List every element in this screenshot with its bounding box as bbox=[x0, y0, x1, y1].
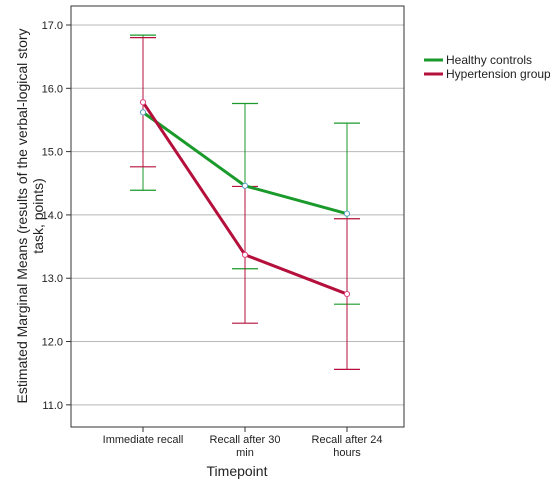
plot-area: 11.0 12.0 13.0 14.0 15.0 16.0 17.0 Immediate re… bbox=[42, 5, 405, 459]
x-tick-label: Recall after 24 hours bbox=[312, 434, 383, 459]
data-point bbox=[139, 109, 147, 116]
data-point bbox=[343, 210, 351, 217]
y-tick-label: 13.0 bbox=[42, 273, 63, 285]
y-tick-label: 12.0 bbox=[42, 337, 63, 349]
y-tick-label: 11.0 bbox=[42, 400, 63, 412]
plot-frame bbox=[70, 5, 405, 428]
y-tick-label: 16.0 bbox=[42, 83, 63, 95]
y-tick-label: 14.0 bbox=[42, 210, 63, 222]
data-point bbox=[343, 290, 351, 298]
x-tick-label: Recall after 30 min bbox=[210, 434, 281, 459]
legend-label: Hypertension group bbox=[446, 67, 550, 81]
legend-label: Healthy controls bbox=[446, 53, 532, 67]
data-point bbox=[241, 251, 249, 258]
data-point bbox=[241, 182, 249, 189]
x-tick-label: Immediate recall bbox=[103, 434, 184, 446]
y-tick-label: 15.0 bbox=[42, 147, 63, 159]
x-axis-title: Timepoint bbox=[207, 463, 268, 479]
y-tick-label: 17.0 bbox=[42, 20, 63, 32]
data-point bbox=[139, 99, 147, 106]
y-axis-title: Estimated Marginal Means (results of the… bbox=[14, 28, 46, 403]
